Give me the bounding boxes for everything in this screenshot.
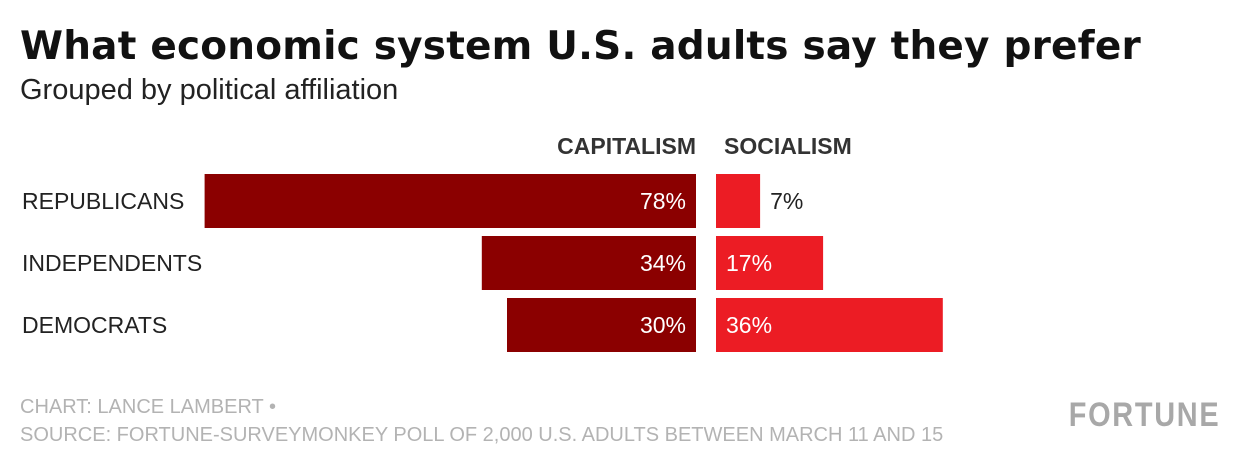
bar-socialism (716, 298, 943, 352)
fortune-logo: FORTUNE (1068, 396, 1220, 434)
bar-socialism (716, 174, 761, 228)
data-label-socialism: 36% (726, 312, 772, 338)
category-label: INDEPENDENTS (22, 250, 202, 276)
category-label: DEMOCRATS (22, 312, 167, 338)
chart-source: SOURCE: FORTUNE-SURVEYMONKEY POLL OF 2,0… (20, 424, 944, 446)
bar-capitalism (481, 236, 696, 290)
bar-capitalism (507, 298, 696, 352)
data-label-capitalism: 34% (640, 250, 686, 276)
data-label-capitalism: 30% (640, 312, 686, 338)
chart-title: What economic system U.S. adults say the… (20, 24, 1141, 69)
series-header-capitalism: CAPITALISM (557, 133, 696, 159)
bar-capitalism (204, 174, 696, 228)
chart-subtitle: Grouped by political affiliation (20, 74, 399, 106)
series-header-socialism: SOCIALISM (724, 133, 852, 159)
data-label-socialism: 17% (726, 250, 772, 276)
category-label: REPUBLICANS (22, 188, 184, 214)
data-label-socialism: 7% (770, 188, 803, 214)
bar-socialism (716, 236, 824, 290)
chart-credit: CHART: LANCE LAMBERT • (20, 396, 276, 418)
data-label-capitalism: 78% (640, 188, 686, 214)
